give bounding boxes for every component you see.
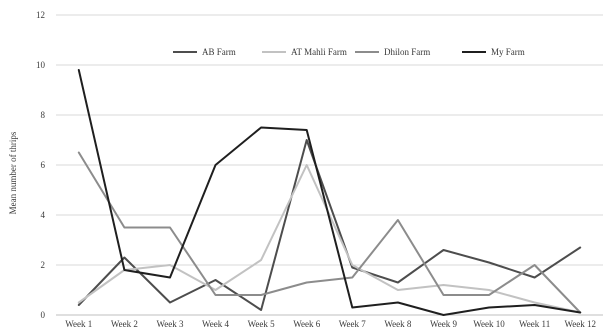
- x-tick-label: Week 12: [564, 319, 596, 329]
- legend: AB Farm AT Mahli Farm Dhilon Farm My Farm: [173, 47, 525, 57]
- series-line-dhilon-farm: [77, 151, 582, 314]
- series-line-at-mahli-farm: [77, 164, 582, 314]
- y-tick-label: 10: [36, 60, 46, 70]
- y-tick-label: 2: [41, 260, 46, 270]
- x-tick-label: Week 9: [430, 319, 458, 329]
- x-tick-label: Week 10: [473, 319, 505, 329]
- y-tick-label: 6: [41, 160, 46, 170]
- y-tick-label: 12: [36, 10, 45, 20]
- legend-label-at-mahli-farm: AT Mahli Farm: [291, 47, 347, 57]
- x-tick-label: Week 4: [202, 319, 230, 329]
- x-tick-label: Week 5: [248, 319, 276, 329]
- y-tick-label: 0: [41, 310, 46, 320]
- x-tick-label: Week 11: [519, 319, 550, 329]
- y-tick-label: 4: [41, 210, 46, 220]
- legend-label-ab-farm: AB Farm: [202, 47, 236, 57]
- x-tick-label: Week 6: [293, 319, 321, 329]
- legend-label-dhilon-farm: Dhilon Farm: [384, 47, 430, 57]
- x-tick-label: Week 7: [339, 319, 367, 329]
- gridlines: [56, 14, 603, 266]
- series-line-my-farm: [77, 69, 582, 316]
- series-lines: [77, 69, 582, 316]
- legend-label-my-farm: My Farm: [491, 47, 525, 57]
- x-tick-label: Week 1: [65, 319, 92, 329]
- series-line-ab-farm: [77, 139, 582, 311]
- y-axis-title: Mean number of thrips: [8, 131, 18, 214]
- x-tick-label: Week 2: [111, 319, 138, 329]
- x-tick-label: Week 3: [156, 319, 184, 329]
- y-tick-label: 8: [41, 110, 46, 120]
- axes: 0 2 4 6 8 10 12 Week 1 Week 2 Week 3 Week 4 Week 5 W…: [36, 10, 603, 329]
- x-tick-label: Week 8: [384, 319, 412, 329]
